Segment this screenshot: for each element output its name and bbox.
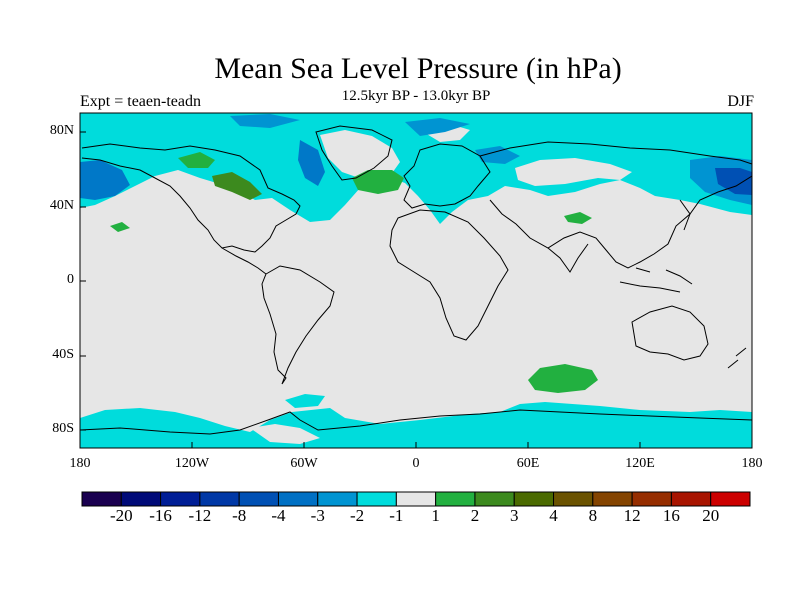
colorbar-label: -12 bbox=[188, 506, 212, 525]
coastlines bbox=[80, 125, 752, 435]
colorbar-swatch bbox=[317, 491, 358, 507]
coast-indonesia bbox=[619, 267, 693, 293]
colorbar-label: -3 bbox=[310, 506, 325, 525]
colorbar-label: -1 bbox=[389, 506, 404, 525]
lon-tick-label: 180 bbox=[69, 456, 91, 471]
lon-tick-label: 120W bbox=[174, 456, 210, 471]
colorbar bbox=[81, 491, 751, 507]
colorbar-swatch bbox=[631, 491, 672, 507]
lon-tick-label: 60W bbox=[290, 456, 318, 471]
map-subtitle: 12.5kyr BP - 13.0kyr BP bbox=[341, 88, 491, 104]
colorbar-swatch bbox=[277, 491, 319, 507]
contour-green-pacific bbox=[110, 222, 130, 232]
lat-tick-label: 40S bbox=[52, 347, 74, 362]
colorbar-swatch bbox=[395, 491, 437, 507]
colorbar-swatch bbox=[670, 491, 712, 507]
contour-blue-barents bbox=[475, 146, 520, 164]
contour-green-hudson bbox=[212, 172, 262, 200]
contour-blue-northpacific-east-dark bbox=[715, 168, 752, 195]
coast-north-america bbox=[81, 143, 301, 253]
coast-greenland bbox=[315, 125, 393, 181]
contour-blue-labrador bbox=[298, 140, 325, 186]
map-panel bbox=[80, 113, 752, 448]
lat-tick-label: 80N bbox=[49, 123, 74, 138]
colorbar-label: -2 bbox=[349, 506, 365, 525]
colorbar-label: 12 bbox=[623, 506, 641, 525]
contour-north-cyan bbox=[80, 113, 752, 224]
colorbar-label: -4 bbox=[271, 506, 286, 525]
colorbar-label: 4 bbox=[549, 506, 558, 525]
contour-gap-greenland bbox=[320, 130, 400, 180]
colorbar-label: 16 bbox=[662, 506, 680, 525]
colorbar-swatch bbox=[238, 491, 279, 507]
experiment-label: Expt = teaen-teadn bbox=[80, 93, 201, 110]
coast-antarctica bbox=[80, 409, 752, 435]
contour-green-asia bbox=[564, 212, 592, 224]
coast-africa bbox=[389, 209, 509, 341]
contour-south-gray-gap bbox=[250, 424, 320, 444]
coast-new-zealand bbox=[727, 347, 747, 369]
contour-gap-siberia bbox=[515, 158, 632, 186]
colorbar-swatch bbox=[710, 491, 751, 507]
coast-south-america bbox=[261, 265, 335, 385]
contour-blue-atlantic bbox=[405, 118, 470, 136]
season-label: DJF bbox=[727, 93, 754, 110]
map-title: Mean Sea Level Pressure (in hPa) bbox=[214, 52, 622, 85]
contour-green-northatlantic bbox=[352, 170, 404, 194]
colorbar-swatch bbox=[553, 491, 594, 507]
colorbar-swatch bbox=[474, 491, 515, 507]
colorbar-swatch bbox=[160, 491, 201, 507]
contour-south-cyan-patch bbox=[285, 394, 325, 408]
lon-tick-label: 60E bbox=[516, 456, 540, 471]
colorbar-label: 8 bbox=[588, 506, 598, 525]
lat-tick-label: 0 bbox=[67, 272, 74, 287]
coast-india bbox=[547, 243, 589, 273]
coast-japan bbox=[679, 199, 691, 231]
colorbar-swatch bbox=[199, 491, 240, 507]
colorbar-swatch bbox=[513, 491, 555, 507]
contour-green-canada bbox=[178, 152, 215, 168]
lon-tick-label: 120E bbox=[625, 456, 655, 471]
coast-australia bbox=[631, 305, 709, 361]
colorbar-label: -20 bbox=[109, 506, 133, 525]
colorbar-label: 20 bbox=[702, 506, 720, 525]
colorbar-swatch bbox=[81, 491, 122, 507]
lon-tick-label: 0 bbox=[412, 456, 420, 471]
coast-asia bbox=[479, 141, 752, 269]
coast-europe bbox=[403, 143, 491, 209]
colorbar-swatch bbox=[120, 491, 162, 507]
colorbar-swatch bbox=[356, 491, 397, 507]
axis-ticks bbox=[80, 131, 641, 448]
contour-green-southindian bbox=[528, 364, 598, 393]
colorbar-label: 1 bbox=[431, 506, 440, 525]
lon-tick-label: 180 bbox=[741, 456, 763, 471]
contour-blue-northpacific-west bbox=[80, 160, 130, 200]
colorbar-label: -16 bbox=[149, 506, 172, 525]
colorbar-label: 3 bbox=[509, 506, 519, 525]
lat-tick-label: 80S bbox=[52, 421, 74, 436]
colorbar-label: 2 bbox=[470, 506, 480, 525]
colorbar-swatch bbox=[592, 491, 633, 507]
colorbar-label: -8 bbox=[232, 506, 247, 525]
coast-central-america bbox=[221, 247, 267, 275]
colorbar-swatch bbox=[435, 491, 476, 507]
lat-tick-label: 40N bbox=[49, 198, 74, 213]
contour-blue-arctic-top bbox=[230, 114, 300, 128]
